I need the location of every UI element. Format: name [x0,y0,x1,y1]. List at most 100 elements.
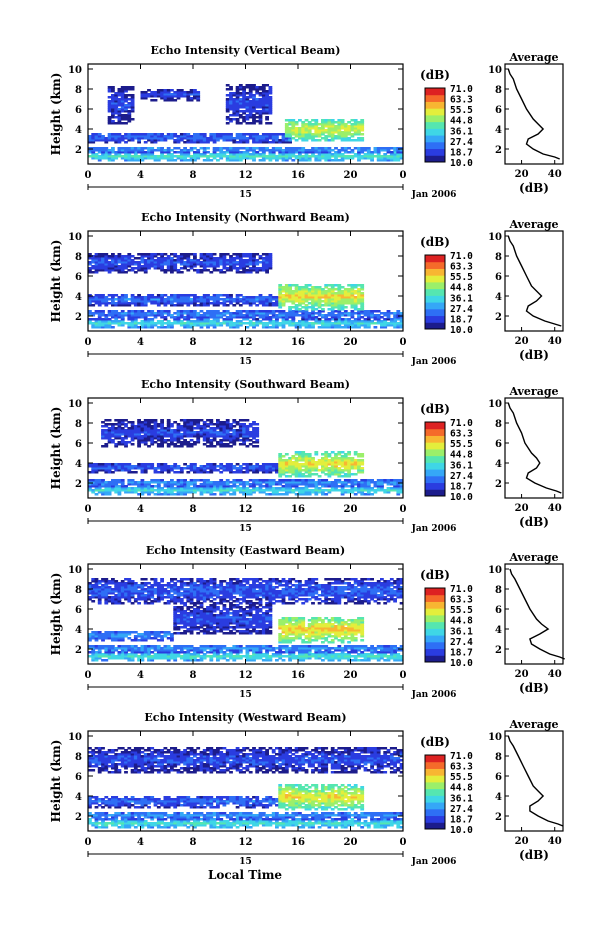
echo-cell [111,487,115,490]
echo-cell [212,467,217,470]
echo-cell [268,108,273,111]
echo-cell [386,316,391,319]
echo-cell [150,467,155,470]
echo-cell [222,265,227,268]
echo-cell [150,141,155,144]
echo-cell [245,122,250,125]
echo-cell [281,318,286,321]
echo-cell [117,135,122,138]
echo-cell [117,100,122,103]
echo-cell [107,481,112,484]
echo-cell [97,491,102,494]
echo-cell [383,147,388,150]
echo-cell [120,118,125,121]
echo-cell [160,465,164,468]
echo-cell [124,435,128,438]
echo-cell [363,153,368,156]
echo-cell [321,300,325,303]
echo-cell [389,147,394,150]
echo-cell [193,421,197,424]
echo-cell [317,290,322,293]
echo-cell [350,467,355,470]
echo-cell [337,302,342,305]
echo-cell [196,318,201,321]
echo-cell [120,304,125,307]
echo-cell [271,463,276,466]
echo-cell [107,429,112,432]
echo-cell [114,316,119,319]
echo-cell [111,106,115,109]
echo-cell [193,423,197,426]
echo-cell [186,261,191,264]
echo-cell [357,292,361,295]
echo-cell [150,253,155,256]
echo-cell [225,106,230,109]
echo-cell [330,316,335,319]
echo-cell [176,435,181,438]
echo-cell [229,159,233,162]
echo-cell [314,298,319,301]
echo-cell [196,487,201,490]
echo-cell [252,435,256,438]
echo-cell [219,261,224,264]
echo-cell [334,292,338,295]
echo-cell [130,139,135,142]
echo-cell [245,133,250,136]
echo-cell [120,263,125,266]
echo-cell [140,93,145,96]
echo-cell [229,318,233,321]
echo-cell [212,433,217,436]
echo-cell [156,137,161,140]
echo-cell [107,441,112,444]
echo-cell [363,324,368,327]
echo-cell [114,437,119,440]
echo-cell [396,314,401,317]
echo-cell [170,322,174,325]
echo-cell [265,106,269,109]
echo-cell [337,155,342,158]
avg-y-tick-label: 4 [495,292,502,303]
echo-cell [324,320,329,323]
echo-cell [209,137,214,140]
echo-cell [393,320,397,323]
echo-cell [206,431,210,434]
echo-cell [202,467,207,470]
echo-cell [101,296,105,299]
echo-cell [255,104,260,107]
echo-cell [252,300,256,303]
echo-cell [235,100,240,103]
echo-cell [225,149,230,152]
echo-cell [330,135,335,138]
echo-cell [261,481,266,484]
echo-cell [206,296,210,299]
echo-cell [278,322,283,325]
echo-cell [324,455,329,458]
echo-cell [94,481,99,484]
echo-cell [107,465,112,468]
echo-cell [186,423,191,426]
echo-cell [150,147,155,150]
echo-cell [304,461,309,464]
echo-cell [248,425,253,428]
echo-cell [114,133,119,136]
echo-cell [294,296,299,299]
echo-cell [127,467,132,470]
echo-cell [258,298,263,301]
echo-cell [235,94,240,97]
echo-cell [176,298,181,301]
echo-cell [314,461,319,464]
echo-cell [399,153,404,156]
echo-cell [258,159,263,162]
echo-cell [176,481,181,484]
echo-cell [196,261,201,264]
echo-cell [133,487,138,490]
echo-cell [179,271,184,274]
echo-cell [124,467,128,470]
echo-cell [225,433,230,436]
echo-cell [284,155,289,158]
echo-cell [117,112,122,115]
echo-cell [91,312,96,315]
echo-cell [189,463,194,466]
echo-cell [127,104,132,107]
echo-cell [271,479,276,482]
